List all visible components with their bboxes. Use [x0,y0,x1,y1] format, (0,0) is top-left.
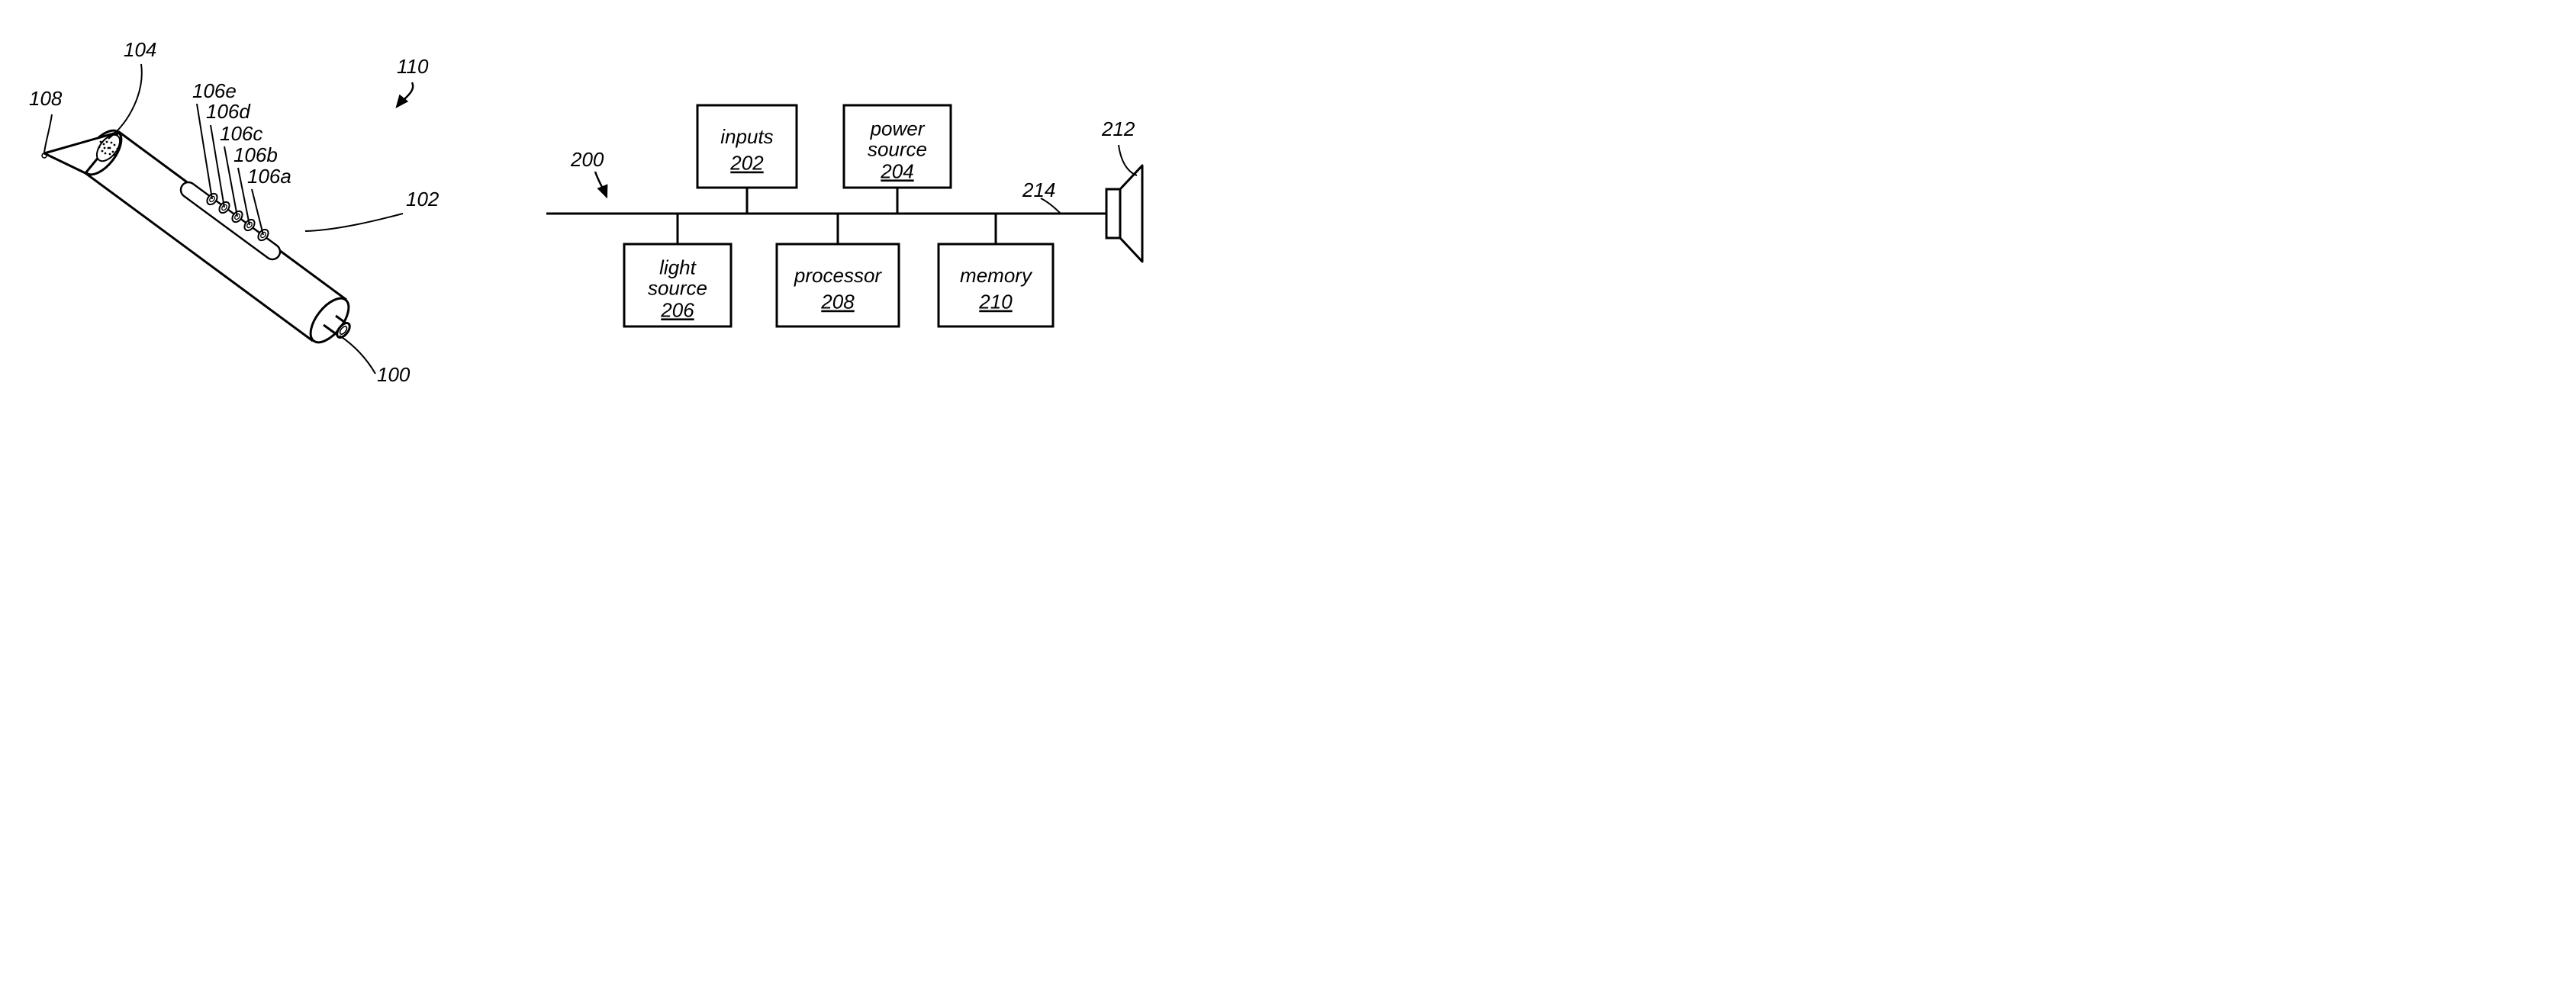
block-power_source-line2: source [868,137,927,160]
ref-label-106e: 106e [192,79,237,102]
leader-212 [1119,145,1137,175]
ref-label-106b: 106b [233,143,278,166]
block-power_source-line1: power [870,117,926,140]
ref-label-214: 214 [1022,178,1055,201]
ref-label-106a: 106a [247,165,291,188]
block-processor-num: 208 [820,291,855,313]
block-light_source-line1: light [659,256,697,278]
speaker-cone [1120,166,1142,262]
ref-label-212: 212 [1101,117,1135,140]
block-light_source-line2: source [648,276,707,299]
ref-label-200: 200 [570,148,604,171]
arrow-200 [595,172,607,197]
block-light_source-num: 206 [660,298,694,321]
speaker-body [1106,189,1120,238]
ref-label-102: 102 [406,188,440,211]
leader-102 [305,214,403,231]
arrow-110 [397,82,413,107]
ref-label-104: 104 [124,38,156,61]
ref-label-106d: 106d [206,100,251,123]
block-inputs-num: 202 [729,152,764,175]
leader-100 [340,336,375,374]
block-memory-line1: memory [960,264,1033,287]
leader-104 [108,64,142,139]
block-inputs-line1: inputs [720,125,773,148]
leader-108 [44,114,52,153]
block-processor-line1: processor [794,264,882,287]
ref-label-100: 100 [377,363,411,386]
ref-label-110: 110 [397,55,429,78]
block-memory-num: 210 [978,291,1013,313]
ref-label-106c: 106c [220,122,262,145]
block-power_source-num: 204 [880,159,913,182]
ref-label-108: 108 [29,87,63,110]
